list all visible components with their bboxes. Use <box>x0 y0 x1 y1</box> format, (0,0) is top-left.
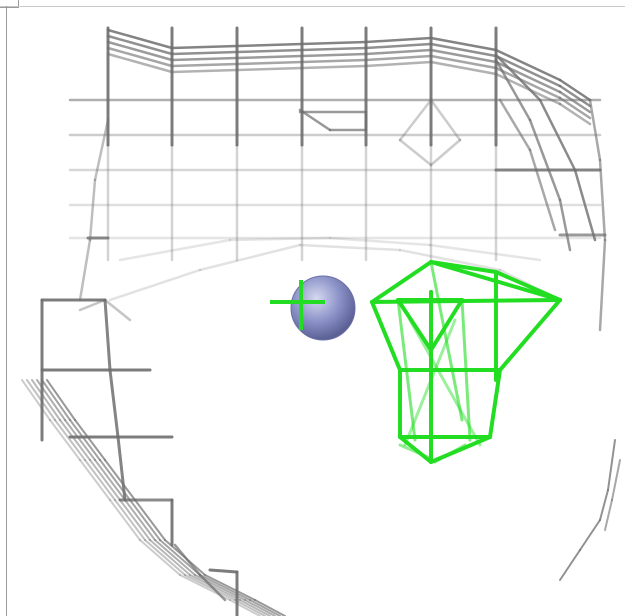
mesh-strand <box>110 370 118 437</box>
mesh-strand <box>172 64 237 66</box>
ligand-bond <box>500 300 560 370</box>
mesh-strand <box>496 68 560 98</box>
mesh-strand <box>612 460 620 500</box>
ligand-bond <box>372 262 431 302</box>
mesh-strand <box>608 440 615 490</box>
atom-marker[interactable] <box>270 276 355 340</box>
mesh-strand <box>120 240 230 260</box>
mesh-strand <box>366 50 431 54</box>
mesh-strand <box>210 570 237 572</box>
ligand-stick-model <box>372 262 560 462</box>
mesh-strand <box>172 70 237 72</box>
mesh-strand <box>302 42 366 44</box>
mesh-strand <box>200 245 300 270</box>
mesh-strand <box>590 100 600 160</box>
mesh-strand <box>110 270 200 300</box>
mesh-strand <box>237 56 302 58</box>
mesh-strand <box>237 50 302 52</box>
mesh-strand <box>105 300 110 370</box>
mesh-strand <box>80 240 90 300</box>
mesh-strand <box>237 44 302 46</box>
mesh-strand <box>580 520 600 550</box>
mesh-strand <box>190 575 240 600</box>
mesh-strand <box>172 52 237 54</box>
mesh-strand <box>366 56 431 60</box>
mesh-strand <box>431 44 496 56</box>
mesh-strand <box>185 575 235 600</box>
ligand-bond <box>372 302 400 370</box>
mesh-strand <box>600 160 605 240</box>
mesh-strand <box>530 150 555 230</box>
mesh-strand <box>200 575 250 600</box>
mesh-strand <box>431 140 460 165</box>
mesh-strand <box>237 62 302 64</box>
mesh-strand <box>172 46 237 48</box>
mesh-strand <box>431 50 496 62</box>
mesh-strand <box>560 200 570 250</box>
mesh-strand <box>302 54 366 56</box>
mesh-strand <box>605 500 612 530</box>
mesh-strand <box>105 300 130 320</box>
mesh-strand <box>302 48 366 50</box>
mesh-strand <box>500 100 530 150</box>
mesh-strand <box>496 56 560 86</box>
mesh-strand <box>400 140 431 165</box>
mesh-strand <box>366 62 431 66</box>
mesh-strand <box>366 38 431 42</box>
mesh-strand <box>302 66 366 68</box>
mesh-strand <box>600 490 608 520</box>
mesh-strand <box>237 68 302 70</box>
ligand-bond <box>435 445 465 462</box>
mesh-strand <box>300 245 400 250</box>
mesh-strand <box>431 62 496 74</box>
mesh-strand <box>430 245 540 260</box>
mesh-strand <box>90 180 95 240</box>
mesh-strand <box>172 58 237 60</box>
mesh-strand <box>600 240 605 330</box>
mesh-strand <box>431 56 496 68</box>
mesh-strand <box>431 38 496 50</box>
mesh-strand <box>302 60 366 62</box>
mesh-strand <box>560 550 580 580</box>
mesh-strand <box>366 44 431 48</box>
